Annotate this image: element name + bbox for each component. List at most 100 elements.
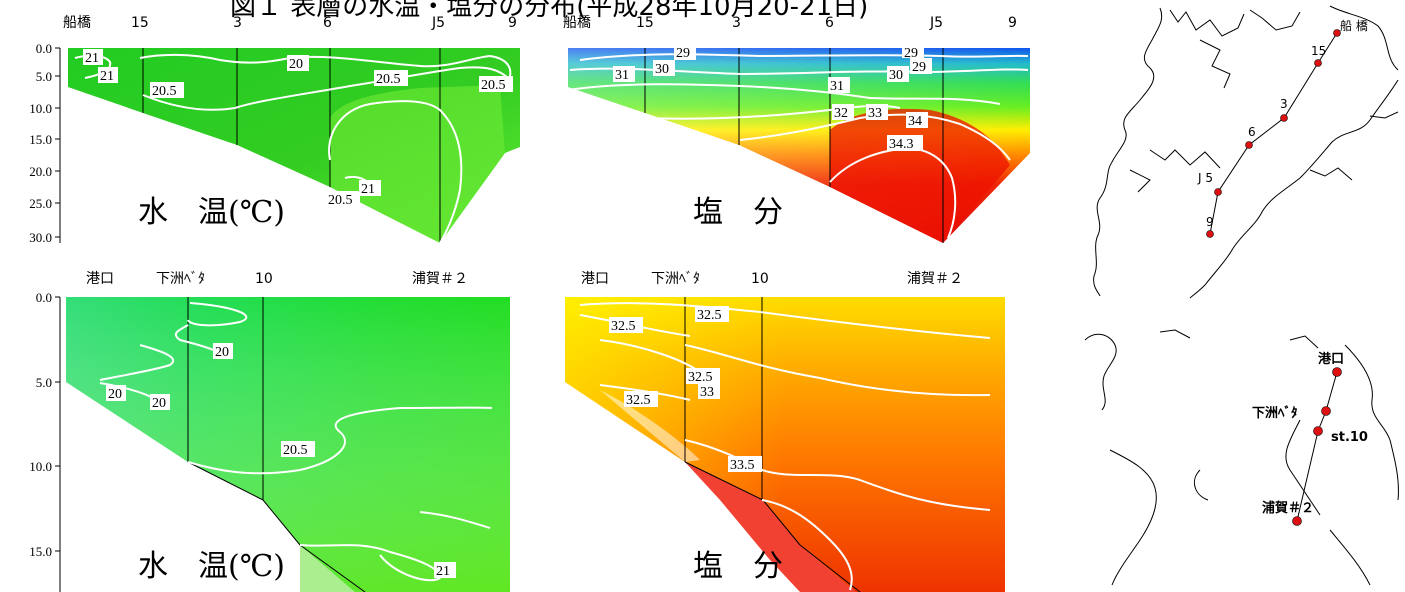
contour-label: 34 bbox=[908, 114, 922, 129]
station-label: 港口 bbox=[581, 271, 609, 287]
coastline bbox=[1169, 9, 1245, 37]
contour-label: 20.5 bbox=[283, 443, 308, 458]
station-label: 10 bbox=[255, 271, 273, 287]
contour-label: 20 bbox=[108, 387, 122, 402]
y-tick-label: 10.0 bbox=[29, 459, 52, 474]
station-label: 15 bbox=[636, 15, 654, 31]
contour-label: 34.3 bbox=[889, 137, 914, 152]
coastline bbox=[1189, 79, 1399, 299]
coastline bbox=[1193, 469, 1209, 501]
station-map-label: 3 bbox=[1280, 97, 1288, 111]
station-map-label: 6 bbox=[1248, 125, 1256, 139]
contour-label: 33.5 bbox=[730, 458, 755, 473]
figure-title: 図１ 表層の水温・塩分の分布(平成28年10月20-21日) bbox=[230, 0, 869, 22]
contour-label: 20 bbox=[215, 345, 229, 360]
bottom-line bbox=[262, 499, 301, 546]
contour-label: 20.5 bbox=[328, 193, 353, 208]
station-label: 浦賀＃２ bbox=[907, 271, 963, 287]
bottom-temperature-panel: 港口 下洲ﾍﾞﾀ 10 浦賀＃２ 20 20 20 20.5 bbox=[29, 271, 510, 592]
coastline bbox=[1159, 329, 1191, 339]
station-track bbox=[1209, 32, 1338, 235]
station-label: 3 bbox=[233, 15, 242, 31]
station-track bbox=[1296, 371, 1338, 522]
coastline bbox=[1149, 149, 1221, 169]
y-tick-label: 15.0 bbox=[29, 132, 52, 147]
coastline bbox=[1369, 111, 1399, 119]
bottom-line bbox=[762, 499, 801, 546]
station-label: 下洲ﾍﾞﾀ bbox=[651, 271, 700, 287]
station-marker bbox=[1280, 114, 1288, 122]
contour-label: 21 bbox=[85, 51, 99, 66]
contour-label: 33 bbox=[868, 106, 882, 121]
panel-label: 塩 分 bbox=[693, 549, 783, 584]
contour-label: 21 bbox=[100, 69, 114, 84]
station-label: 下洲ﾍﾞﾀ bbox=[156, 271, 205, 287]
bottom-line bbox=[187, 461, 264, 501]
station-label: 浦賀＃２ bbox=[412, 271, 468, 287]
contour-label: 30 bbox=[655, 62, 669, 77]
coastline bbox=[1344, 344, 1399, 501]
bottom-line bbox=[684, 461, 764, 501]
station-label: 6 bbox=[825, 15, 834, 31]
coastline bbox=[1289, 335, 1319, 349]
station-label: 6 bbox=[323, 15, 332, 31]
station-marker bbox=[1292, 516, 1302, 526]
top-salinity-panel: 船橋 15 3 6 J5 9 31 30 29 29 bbox=[563, 15, 1030, 243]
top-temperature-panel: 船橋 15 3 6 J5 9 21 21 20.5 20 bbox=[29, 15, 520, 245]
contour-label: 20 bbox=[152, 396, 166, 411]
coastline bbox=[1129, 169, 1151, 193]
station-map-label: 下洲ﾍﾞﾀ bbox=[1252, 405, 1298, 421]
station-marker bbox=[1321, 406, 1331, 416]
coastline bbox=[1084, 333, 1117, 411]
station-marker bbox=[1333, 29, 1341, 37]
contour-label: 21 bbox=[436, 564, 450, 579]
station-map-label: 船 橋 bbox=[1340, 19, 1368, 33]
station-label: 9 bbox=[1008, 15, 1017, 31]
map-bottom-stations: 港口 下洲ﾍﾞﾀ st.10 浦賀＃２ bbox=[1252, 351, 1368, 526]
contour-label: 30 bbox=[889, 68, 903, 83]
station-map-label: 15 bbox=[1311, 44, 1326, 58]
bottom-line bbox=[299, 544, 366, 592]
coastline bbox=[1199, 39, 1231, 89]
contour-label: 20.5 bbox=[376, 72, 401, 87]
coastline bbox=[1249, 9, 1301, 31]
contour-label: 32.5 bbox=[626, 393, 651, 408]
bottom-line bbox=[799, 544, 861, 592]
station-label: 港口 bbox=[86, 271, 114, 287]
contour-label: 29 bbox=[676, 46, 690, 61]
station-map-label: J 5 bbox=[1197, 171, 1213, 185]
panel-label: 塩 分 bbox=[693, 195, 783, 230]
y-tick-label: 20.0 bbox=[29, 164, 52, 179]
y-tick-label: 0.0 bbox=[36, 290, 52, 305]
panel-label: 水 温(℃) bbox=[138, 549, 285, 584]
station-label: J5 bbox=[431, 15, 445, 31]
contour-label: 21 bbox=[361, 182, 375, 197]
contour-label: 20.5 bbox=[481, 78, 506, 93]
station-label: 15 bbox=[131, 15, 149, 31]
coastline bbox=[1329, 5, 1399, 71]
y-tick-label: 5.0 bbox=[36, 375, 52, 390]
y-tick-label: 25.0 bbox=[29, 196, 52, 211]
coastline bbox=[1309, 167, 1353, 181]
station-map-label: 9 bbox=[1206, 215, 1214, 229]
coastline bbox=[1285, 419, 1321, 516]
station-map-label: st.10 bbox=[1331, 430, 1368, 445]
y-tick-label: 15.0 bbox=[29, 544, 52, 559]
contour-label: 32.5 bbox=[688, 370, 713, 385]
contour-label: 32 bbox=[834, 106, 848, 121]
station-label: 3 bbox=[732, 15, 741, 31]
bottom-salinity-panel: 港口 下洲ﾍﾞﾀ 10 浦賀＃２ 32.5 32.5 32.5 bbox=[565, 271, 1005, 592]
contour-label: 29 bbox=[904, 46, 918, 61]
contour-label: 32.5 bbox=[611, 319, 636, 334]
map-top bbox=[1093, 5, 1399, 299]
y-tick-label: 10.0 bbox=[29, 101, 52, 116]
map-bottom bbox=[1084, 329, 1399, 586]
contour-label: 29 bbox=[912, 60, 926, 75]
contour-label: 20.5 bbox=[152, 84, 177, 99]
station-marker bbox=[1214, 188, 1222, 196]
panel-label: 水 温(℃) bbox=[138, 195, 285, 230]
station-label: 9 bbox=[508, 15, 517, 31]
station-marker bbox=[1245, 141, 1253, 149]
station-marker bbox=[1332, 367, 1342, 377]
